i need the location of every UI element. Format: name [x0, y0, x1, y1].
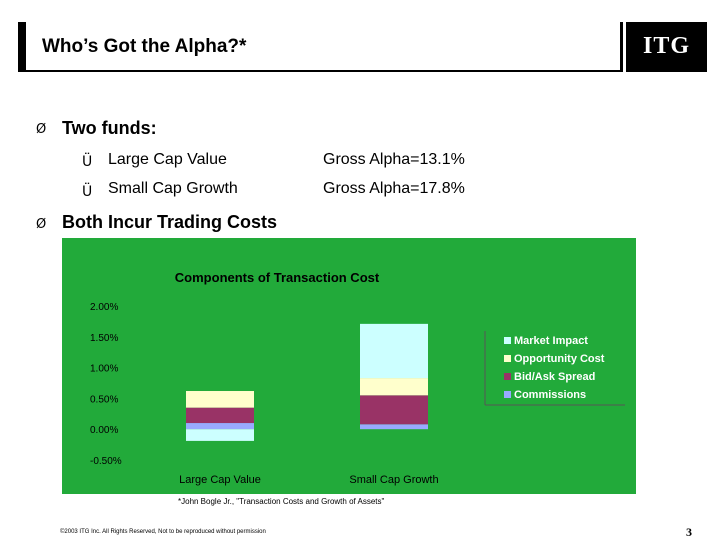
bullet-2-text: Both Incur Trading Costs: [62, 212, 278, 232]
legend-label: Opportunity Cost: [514, 353, 605, 365]
page-number: 3: [686, 525, 692, 539]
legend-swatch: [504, 337, 511, 344]
itg-logo: ITG: [623, 22, 707, 72]
fund-2-marker: Ü: [82, 184, 93, 200]
bar-segment: [186, 391, 254, 408]
fund-2-alpha: Gross Alpha=17.8%: [323, 180, 465, 197]
fund-1-name: Large Cap Value: [108, 151, 227, 168]
fund-1-alpha: Gross Alpha=13.1%: [323, 151, 465, 168]
y-tick-label: -0.50%: [90, 456, 122, 467]
copyright: ©2003 ITG Inc. All Rights Reserved, Not …: [60, 529, 266, 535]
transaction-cost-chart: Components of Transaction Cost 2.00% 1.50%…: [62, 238, 636, 494]
y-tick-label: 0.00%: [90, 425, 118, 436]
legend-label: Commissions: [514, 389, 586, 401]
bar-segment: [360, 395, 428, 425]
fund-1-marker: Ü: [82, 154, 93, 170]
legend-swatch: [504, 373, 511, 380]
bullet-1-text: Two funds:: [62, 118, 157, 138]
y-tick-label: 2.00%: [90, 302, 118, 313]
bar-segment: [186, 423, 254, 430]
y-tick-label: 1.00%: [90, 364, 118, 375]
legend-label: Bid/Ask Spread: [514, 371, 595, 383]
legend-swatch: [504, 391, 511, 398]
legend-label: Market Impact: [514, 335, 588, 347]
bar-segment: [186, 429, 254, 441]
chart-title: Components of Transaction Cost: [175, 270, 380, 285]
bar-segment: [186, 407, 254, 424]
bullet-2: Ø: [36, 215, 46, 232]
x-category-label: Small Cap Growth: [349, 474, 438, 486]
slide-title: Who’s Got the Alpha?*: [42, 36, 247, 57]
title-bar: Who’s Got the Alpha?*: [18, 22, 704, 72]
bar-segment: [360, 378, 428, 396]
footnote: *John Bogle Jr., "Transaction Costs and …: [178, 497, 385, 506]
chart-svg: Components of Transaction Cost 2.00% 1.50%…: [90, 270, 625, 486]
fund-2-name: Small Cap Growth: [108, 180, 238, 197]
bar-segment: [360, 424, 428, 430]
bullet-marker: Ø: [36, 217, 47, 232]
x-category-label: Large Cap Value: [179, 474, 261, 486]
bullet-marker: Ø: [36, 122, 47, 137]
y-tick-label: 0.50%: [90, 394, 118, 405]
logo-text: ITG: [642, 33, 690, 59]
legend-swatch: [504, 355, 511, 362]
bar-segment: [360, 323, 428, 379]
y-tick-label: 1.50%: [90, 333, 118, 344]
bullet-1: Ø: [36, 120, 46, 137]
